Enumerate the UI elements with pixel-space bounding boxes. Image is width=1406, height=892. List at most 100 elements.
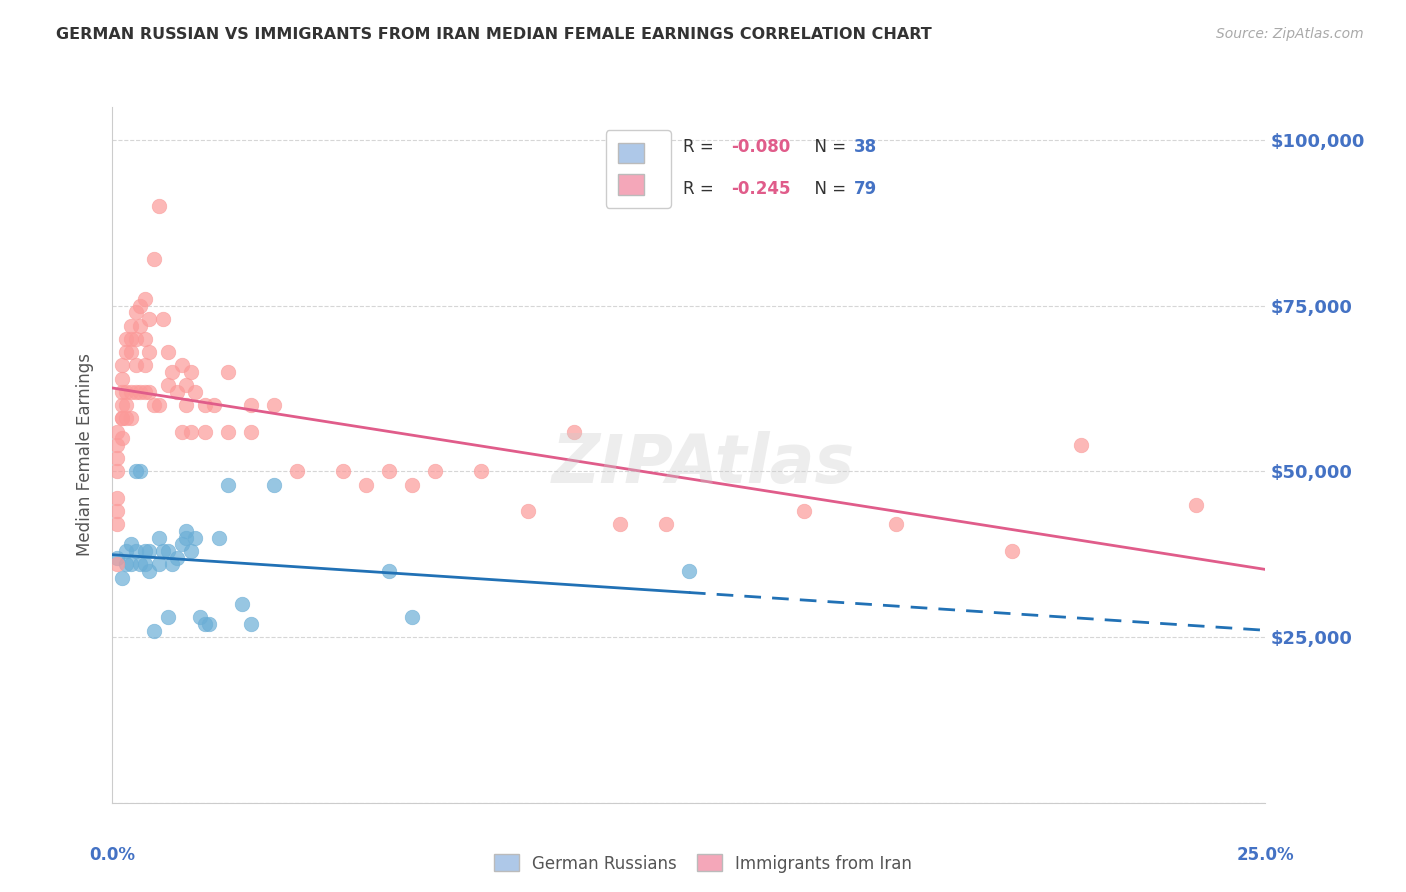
Point <box>180 544 202 558</box>
Text: -0.245: -0.245 <box>731 180 792 198</box>
Point <box>217 425 239 439</box>
Point <box>184 531 207 545</box>
Point <box>378 564 401 578</box>
Point <box>152 312 174 326</box>
Point <box>793 504 815 518</box>
Point <box>115 345 138 359</box>
Point <box>217 477 239 491</box>
Point <box>105 438 128 452</box>
Point <box>170 425 193 439</box>
Point <box>111 411 134 425</box>
Point <box>263 398 285 412</box>
Point <box>138 312 160 326</box>
Point <box>129 384 152 399</box>
Text: Source: ZipAtlas.com: Source: ZipAtlas.com <box>1216 27 1364 41</box>
Point <box>124 544 146 558</box>
Point <box>180 365 202 379</box>
Text: GERMAN RUSSIAN VS IMMIGRANTS FROM IRAN MEDIAN FEMALE EARNINGS CORRELATION CHART: GERMAN RUSSIAN VS IMMIGRANTS FROM IRAN M… <box>56 27 932 42</box>
Text: -0.080: -0.080 <box>731 138 790 156</box>
Point <box>134 384 156 399</box>
Point <box>156 544 179 558</box>
Point <box>562 425 585 439</box>
Point <box>138 384 160 399</box>
Point <box>134 292 156 306</box>
Point <box>170 359 193 373</box>
Point <box>115 558 138 572</box>
Point <box>239 616 262 631</box>
Point <box>134 544 156 558</box>
Point <box>120 558 142 572</box>
Point <box>231 597 253 611</box>
Point <box>115 398 138 412</box>
Point <box>143 252 166 267</box>
Point <box>194 616 217 631</box>
Point <box>194 398 217 412</box>
Point <box>105 451 128 466</box>
Point <box>124 305 146 319</box>
Point <box>378 465 401 479</box>
Point <box>111 570 134 584</box>
Point <box>105 550 128 565</box>
Point <box>1070 438 1092 452</box>
Point <box>148 398 170 412</box>
Point <box>401 477 423 491</box>
Point <box>174 531 197 545</box>
Point <box>148 531 170 545</box>
Point <box>516 504 538 518</box>
Point <box>120 318 142 333</box>
Point <box>124 332 146 346</box>
Point <box>138 564 160 578</box>
Point <box>174 524 197 538</box>
Text: 0.0%: 0.0% <box>90 846 135 863</box>
Point <box>111 431 134 445</box>
Legend: German Russians, Immigrants from Iran: German Russians, Immigrants from Iran <box>488 847 918 880</box>
Text: R =: R = <box>683 138 720 156</box>
Point <box>129 465 152 479</box>
Point <box>170 537 193 551</box>
Point <box>1185 498 1208 512</box>
Point <box>401 610 423 624</box>
Point <box>162 365 184 379</box>
Point <box>143 624 166 638</box>
Text: 25.0%: 25.0% <box>1237 846 1294 863</box>
Point <box>148 199 170 213</box>
Point <box>115 332 138 346</box>
Point <box>202 398 225 412</box>
Point <box>115 411 138 425</box>
Point <box>111 372 134 386</box>
Point <box>156 378 179 392</box>
Point <box>138 345 160 359</box>
Point <box>188 610 211 624</box>
Point <box>111 411 134 425</box>
Point <box>886 517 908 532</box>
Point <box>134 332 156 346</box>
Point <box>239 398 262 412</box>
Point <box>120 345 142 359</box>
Point <box>207 531 229 545</box>
Text: ZIPAtlas: ZIPAtlas <box>551 431 855 497</box>
Text: N =: N = <box>804 138 852 156</box>
Point <box>105 425 128 439</box>
Point <box>198 616 221 631</box>
Point <box>111 384 134 399</box>
Point <box>156 610 179 624</box>
Point <box>655 517 678 532</box>
Point <box>425 465 447 479</box>
Point <box>152 544 174 558</box>
Point <box>105 558 128 572</box>
Point <box>129 558 152 572</box>
Point <box>105 465 128 479</box>
Point <box>285 465 308 479</box>
Point <box>105 504 128 518</box>
Point <box>166 384 188 399</box>
Legend: , : , <box>606 130 671 208</box>
Point <box>217 365 239 379</box>
Point <box>134 558 156 572</box>
Y-axis label: Median Female Earnings: Median Female Earnings <box>76 353 94 557</box>
Text: N =: N = <box>804 180 852 198</box>
Point <box>174 398 197 412</box>
Point <box>194 425 217 439</box>
Point <box>115 384 138 399</box>
Point <box>120 332 142 346</box>
Point <box>129 299 152 313</box>
